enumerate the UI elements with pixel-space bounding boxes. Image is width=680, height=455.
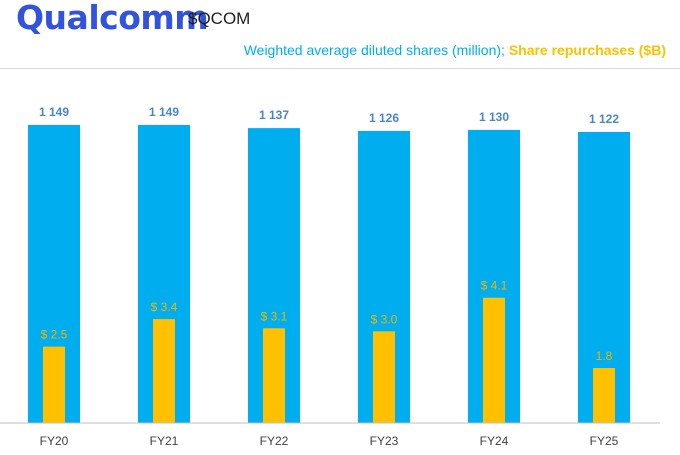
x-tick-label: FY24 [480,434,509,448]
repurchase-bars [43,297,615,423]
repurchase-value-label: $ 3.1 [261,309,288,323]
shares-value-label: 1 126 [369,111,399,125]
x-tick-label: FY22 [260,434,289,448]
qualcomm-logo: Qualcomm [16,0,209,37]
shares-value-label: 1 149 [39,105,69,119]
header: Qualcomm $QCOM Weighted average diluted … [0,0,680,70]
repurchase-bar-fy21 [153,319,175,423]
repurchase-bar-fy25 [593,367,615,423]
x-tick-label: FY23 [370,434,399,448]
x-tick-label: FY25 [590,434,619,448]
x-tick-label: FY20 [40,434,69,448]
repurchase-bar-fy23 [373,331,395,423]
title-shares-part: Weighted average diluted shares (million… [243,42,505,58]
stock-ticker: $QCOM [188,9,251,28]
shares-value-label: 1 130 [479,110,509,124]
repurchase-value-label: $ 4.1 [481,279,508,293]
shares-bars [28,125,630,423]
title-repurchase-part: Share repurchases ($B) [508,42,666,58]
repurchase-bar-fy22 [263,328,285,423]
repurchase-value-label: 1.8 [596,349,613,363]
chart-title: Weighted average diluted shares (million… [244,41,666,59]
repurchase-value-label: $ 3.0 [371,312,398,326]
shares-value-label: 1 137 [259,108,289,122]
shares-value-label: 1 122 [589,112,619,126]
x-tick-label: FY21 [150,434,179,448]
repurchase-value-label: $ 3.4 [151,300,178,314]
repurchase-bar-fy20 [43,346,65,423]
repurchase-value-label: $ 2.5 [41,328,68,342]
header-divider [0,68,680,69]
shares-value-label: 1 149 [149,105,179,119]
data-labels: 1 149 $ 2.5 1 149 $ 3.4 1 137 $ 3.1 1 126 $ 3.0… [39,105,619,363]
repurchase-bar-fy24 [483,297,505,423]
x-axis-ticks: FY20 FY21 FY22 FY23 FY24 FY25 [40,434,619,448]
